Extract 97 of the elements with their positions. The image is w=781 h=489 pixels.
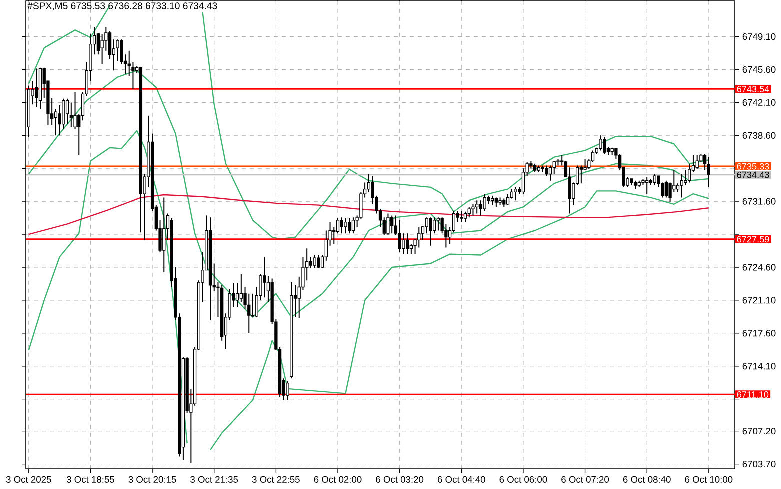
candlestick [340,217,344,234]
y-tick-label: 6714.10 [742,363,776,370]
candlestick [433,217,436,234]
candlestick [506,194,510,206]
candlestick [468,206,471,218]
ref-line-label: 6735.33 [737,163,770,170]
candlestick [290,282,294,380]
x-tick-label: 6 Oct 04:40 [438,476,486,483]
y-tick-label: 6721.10 [742,297,776,304]
y-tick-label: 6703.70 [742,461,776,468]
candlestick [220,284,224,342]
ref-line-label: 6734.43 [737,172,770,178]
candlestick [352,217,356,234]
ref-line-label: 6743.54 [737,86,770,92]
candlestick [240,274,243,303]
x-tick-label: 3 Oct 22:55 [252,476,300,483]
candlestick [580,165,583,184]
candlestick [638,180,641,188]
x-tick-label: 6 Oct 02:00 [314,476,362,483]
y-tick-label: 6724.60 [742,264,776,271]
candlestick [533,163,537,173]
candlestick [251,293,255,318]
candlestick [634,180,638,190]
y-tick-label: 6742.10 [742,99,776,106]
y-tick-label: 6717.60 [742,330,776,337]
ref-line-label: 6727.59 [737,236,770,243]
candlestick [599,135,602,152]
candlestick [514,186,518,202]
candlestick [236,282,240,308]
candlestick [66,98,70,125]
candlestick [208,217,212,321]
candlestick [452,210,456,234]
candlestick [348,218,352,234]
candlestick [162,197,166,273]
candlestick [309,256,313,269]
candlestick [552,160,556,175]
candlestick [96,32,100,56]
candlestick [410,243,413,255]
candlestick [464,211,468,223]
candlestick [680,174,684,198]
line-series [210,190,710,451]
candlestick [460,210,464,223]
candlestick [472,204,475,216]
candlestick [490,195,494,206]
candlestick [336,218,340,234]
candlestick [35,68,38,108]
candlestick [398,220,402,253]
ref-line-label: 6711.10 [737,392,769,398]
chart-title: #SPX,M5 6735.53 6736.28 6733.10 6734.43 [28,2,218,11]
candlestick [630,178,634,186]
x-tick-label: 3 Oct 2025 [6,476,52,483]
candlestick [688,163,692,184]
candlestick [498,197,502,206]
candlestick [436,217,440,232]
candlestick [70,102,73,128]
candlestick [54,108,58,136]
candlestick [703,154,707,171]
candlestick [603,137,606,155]
candlestick [707,157,710,188]
candlestick [537,165,540,173]
candlestick [476,200,479,214]
y-tick-label: 6745.60 [742,66,776,74]
y-tick-label: 6738.60 [742,132,776,139]
candlestick [483,194,486,212]
candlestick [676,183,680,193]
x-tick-label: 3 Oct 20:15 [128,476,176,483]
candlestick [108,30,112,60]
candlestick [548,165,552,182]
x-tick-label: 6 Oct 03:20 [376,476,424,483]
candlestick [429,217,432,246]
candlestick [541,165,544,173]
candlestick [653,174,656,186]
candlestick [610,147,614,156]
x-tick-label: 6 Oct 10:00 [685,476,733,483]
candlestick [344,218,348,234]
candlestick [386,213,390,236]
candlestick [696,154,699,170]
candlestick [120,39,124,65]
candlestick [664,180,668,198]
y-tick-label: 6749.10 [742,33,776,40]
candlestick [313,254,316,269]
candlestick [317,254,320,269]
x-tick-label: 6 Oct 08:40 [623,476,671,483]
line-series [202,12,710,240]
candlestick [390,215,394,234]
y-tick-label: 6731.60 [742,198,776,205]
x-tick-label: 6 Oct 07:20 [562,476,610,483]
candlestick [286,380,290,401]
x-tick-label: 3 Oct 21:35 [190,476,238,483]
x-tick-label: 6 Oct 06:00 [500,476,548,483]
candlestick [139,68,143,234]
candlestick [263,256,266,298]
candlestick [479,200,483,216]
candlestick [406,233,410,255]
candlestick [38,67,42,110]
x-tick-label: 3 Oct 18:55 [66,476,114,483]
y-tick-label: 6707.20 [742,428,776,435]
